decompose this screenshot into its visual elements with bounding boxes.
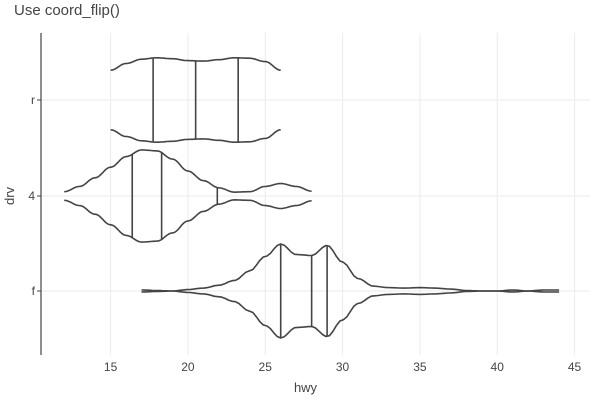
axes: 15 20 25 30 35 40 45 f 4 r	[28, 33, 582, 374]
violins	[64, 57, 560, 339]
y-tick-label: f	[32, 284, 36, 298]
chart-title: Use coord_flip()	[14, 2, 120, 19]
violin-lower-outline	[141, 290, 560, 339]
y-tick-label: 4	[28, 189, 35, 203]
x-tick-label: 40	[491, 360, 505, 374]
x-tick-label: 45	[568, 360, 582, 374]
x-tick-label: 35	[413, 360, 427, 374]
x-tick-label: 15	[104, 360, 118, 374]
violin-lower-outline	[64, 199, 312, 243]
x-tick-label: 20	[181, 360, 195, 374]
violin-upper-outline	[141, 243, 560, 292]
x-tick-label: 30	[336, 360, 350, 374]
x-tick-label: 25	[259, 360, 273, 374]
grid	[41, 33, 590, 355]
violin-upper-outline	[64, 149, 312, 193]
x-axis-title: hwy	[294, 380, 318, 395]
y-tick-label: r	[31, 93, 35, 107]
y-axis-title: drv	[2, 186, 17, 205]
